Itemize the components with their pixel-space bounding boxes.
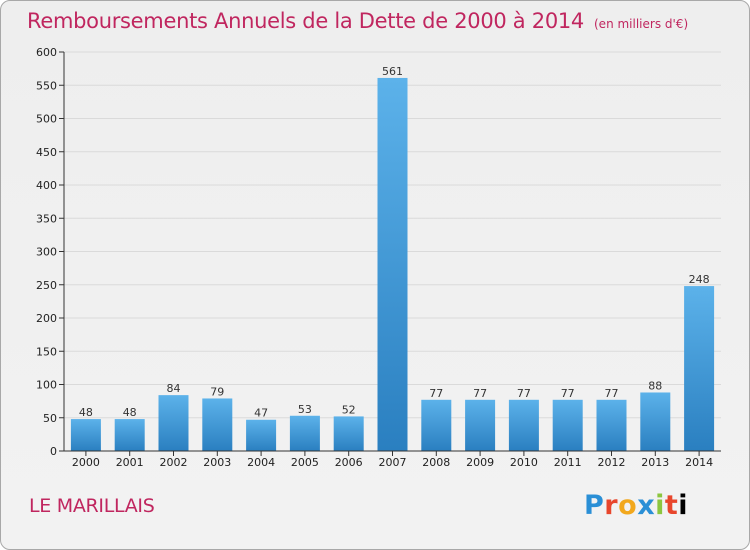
x-tick-label: 2014: [685, 456, 713, 469]
y-tick-label: 400: [36, 179, 57, 192]
bar: [70, 419, 101, 451]
data-label: 79: [210, 385, 224, 398]
data-label: 48: [123, 406, 137, 419]
data-label: 561: [382, 65, 403, 78]
x-tick-label: 2009: [466, 456, 494, 469]
x-tick-label: 2002: [160, 456, 188, 469]
bar: [114, 419, 145, 451]
x-tick-label: 2013: [641, 456, 669, 469]
bar: [202, 398, 233, 451]
bar: [552, 399, 583, 451]
y-tick-label: 300: [36, 246, 57, 259]
city-name: LE MARILLAIS: [29, 495, 155, 517]
x-tick-label: 2001: [116, 456, 144, 469]
bar: [377, 77, 408, 451]
bar: [508, 399, 539, 451]
data-label: 53: [298, 403, 312, 416]
x-tick-label: 2003: [203, 456, 231, 469]
bar: [246, 419, 277, 451]
bar: [158, 395, 189, 451]
x-tick-label: 2010: [510, 456, 538, 469]
y-tick-label: 550: [36, 79, 57, 92]
chart-title: Remboursements Annuels de la Dette de 20…: [27, 9, 688, 33]
y-tick-label: 500: [36, 113, 57, 126]
bar: [684, 286, 715, 451]
proxiti-logo: Proxiti: [584, 490, 689, 521]
data-label: 77: [561, 387, 575, 400]
bar: [640, 392, 671, 451]
data-label: 88: [648, 379, 662, 392]
x-tick-label: 2006: [335, 456, 363, 469]
x-tick-label: 2000: [72, 456, 100, 469]
data-label: 77: [605, 387, 619, 400]
x-tick-label: 2005: [291, 456, 319, 469]
y-tick-label: 350: [36, 212, 57, 225]
y-tick-label: 200: [36, 312, 57, 325]
data-label: 52: [342, 403, 356, 416]
y-tick-label: 450: [36, 146, 57, 159]
chart-unit: (en milliers d'€): [594, 17, 689, 31]
chart-title-text: Remboursements Annuels de la Dette de 20…: [27, 9, 584, 33]
y-tick-label: 600: [36, 46, 57, 59]
data-label: 48: [79, 406, 93, 419]
bar: [289, 415, 320, 451]
y-tick-label: 250: [36, 279, 57, 292]
x-tick-label: 2007: [379, 456, 407, 469]
x-tick-label: 2012: [598, 456, 626, 469]
x-tick-label: 2008: [422, 456, 450, 469]
bar: [465, 399, 496, 451]
data-label: 47: [254, 407, 268, 420]
bar: [596, 399, 627, 451]
data-label: 77: [473, 387, 487, 400]
y-tick-label: 0: [50, 445, 57, 458]
data-label: 77: [517, 387, 531, 400]
y-tick-label: 100: [36, 379, 57, 392]
data-label: 77: [429, 387, 443, 400]
data-label: 84: [167, 382, 181, 395]
bar: [421, 399, 452, 451]
x-tick-label: 2004: [247, 456, 275, 469]
y-tick-label: 50: [43, 412, 57, 425]
x-tick-label: 2011: [554, 456, 582, 469]
y-tick-label: 150: [36, 345, 57, 358]
data-label: 248: [689, 273, 710, 286]
bar: [333, 416, 364, 451]
